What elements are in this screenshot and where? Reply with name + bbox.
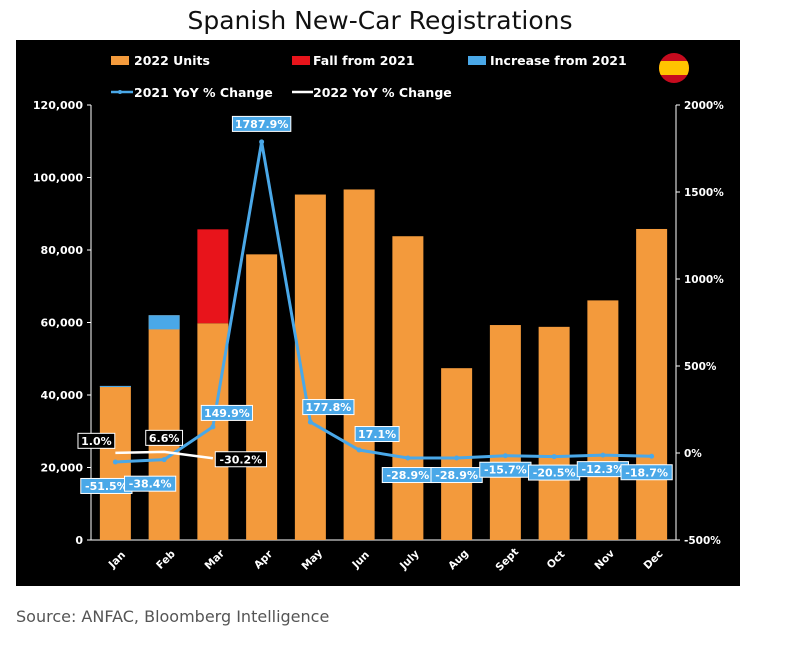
y-left-tick-label: 80,000: [41, 244, 84, 257]
y-right-tick-label: 2000%: [684, 100, 724, 112]
spain-flag-icon: [659, 53, 689, 83]
point-2021-yoy: [502, 453, 508, 459]
data-label-2022-yoy: -30.2%: [220, 453, 263, 466]
bar-2021-units: [636, 228, 668, 540]
bar-2021-units: [343, 189, 375, 540]
data-label-2022-yoy-box: [214, 451, 267, 468]
y-right-tick-label: 0%: [684, 448, 702, 460]
bar-2021-units: [441, 368, 473, 540]
point-2021-yoy: [551, 454, 557, 460]
point-2021-yoy: [600, 452, 606, 458]
data-label-2021-yoy-box: [231, 115, 292, 132]
bar-2021-units: [392, 236, 424, 540]
legend-label-increase: Increase from 2021: [490, 53, 627, 68]
legend-swatch-units: [111, 56, 129, 65]
data-label-2021-yoy-box: [124, 475, 177, 492]
data-label-2021-yoy: -38.4%: [129, 478, 172, 491]
y-left-tick-label: 0: [75, 534, 83, 547]
line-2021-yoy: [115, 141, 652, 464]
point-2021-yoy: [356, 447, 362, 453]
bar-2021-units: [489, 325, 521, 540]
data-label-2022-yoy: 6.6%: [149, 432, 180, 445]
y-right-tick-label: 1000%: [684, 274, 724, 286]
data-label-2021-yoy: -12.3%: [582, 463, 625, 476]
y-right-tick-label: 500%: [684, 361, 717, 373]
bar-2021-units: [587, 300, 619, 540]
data-label-2021-yoy-box: [200, 404, 253, 421]
legend-swatch-increase: [468, 56, 486, 65]
bar-fall-from-2021: [197, 229, 229, 324]
point-2021-yoy: [649, 453, 655, 459]
chart-background: [16, 40, 740, 586]
y-right-tick-label: -500%: [684, 535, 721, 547]
bar-2021-units: [246, 254, 278, 540]
data-label-2021-yoy: -15.7%: [484, 464, 527, 477]
chart: 2022 Units Fall from 2021 Increase from …: [16, 40, 740, 586]
point-2021-yoy: [307, 419, 313, 425]
data-label-2021-yoy-box: [302, 399, 355, 416]
data-label-2021-yoy: 1787.9%: [235, 118, 288, 131]
data-label-2021-yoy: 149.9%: [204, 407, 250, 420]
bar-2021-units: [538, 326, 570, 540]
legend: 2022 Units Fall from 2021 Increase from …: [111, 53, 627, 100]
legend-marker-2021: [118, 90, 122, 94]
y-left-tick-label: 40,000: [41, 389, 84, 402]
point-2021-yoy: [259, 139, 265, 145]
legend-swatch-fall: [292, 56, 310, 65]
legend-label-units: 2022 Units: [134, 53, 210, 68]
data-label-2021-yoy-box: [620, 464, 673, 481]
data-label-2021-yoy: 17.1%: [358, 428, 396, 441]
y-left-tick-label: 20,000: [41, 462, 84, 475]
point-2021-yoy: [112, 459, 118, 465]
data-label-2021-yoy: -28.9%: [387, 469, 430, 482]
y-left-tick-label: 60,000: [41, 317, 84, 330]
data-label-2021-yoy-box: [354, 426, 400, 443]
line-2022-yoy: [115, 450, 214, 460]
legend-label-2022: 2022 YoY % Change: [313, 85, 452, 100]
point-2021-yoy: [405, 455, 411, 461]
data-label-2021-yoy: -18.7%: [625, 466, 668, 479]
legend-label-fall: Fall from 2021: [313, 53, 415, 68]
point-2021-yoy: [161, 457, 167, 463]
point-2021-yoy: [454, 455, 460, 461]
point-2021-yoy: [210, 424, 216, 430]
bar-increase-from-2021: [148, 315, 180, 330]
legend-label-2021: 2021 YoY % Change: [134, 85, 273, 100]
y-left-tick-label: 100,000: [33, 172, 83, 185]
source-note: Source: ANFAC, Bloomberg Intelligence: [16, 607, 330, 626]
data-label-2021-yoy: -20.5%: [533, 467, 576, 480]
y-right-tick-label: 1500%: [684, 187, 724, 199]
plot-area: 0 20,000 40,000 60,000 80,000 100,000 120,000 -…: [33, 99, 724, 574]
bar-2022-units: [148, 315, 180, 540]
data-label-2021-yoy: -28.9%: [435, 469, 478, 482]
data-label-2022-yoy-box: [77, 432, 116, 449]
data-label-2022-yoy: 1.0%: [81, 435, 112, 448]
data-label-2021-yoy: -51.5%: [85, 480, 128, 493]
data-label-2021-yoy: 177.8%: [305, 401, 351, 414]
bar-increase-from-2021: [99, 385, 131, 388]
chart-title: Spanish New-Car Registrations: [187, 6, 573, 35]
data-label-2022-yoy-box: [145, 429, 184, 446]
y-left-tick-label: 120,000: [33, 99, 83, 112]
